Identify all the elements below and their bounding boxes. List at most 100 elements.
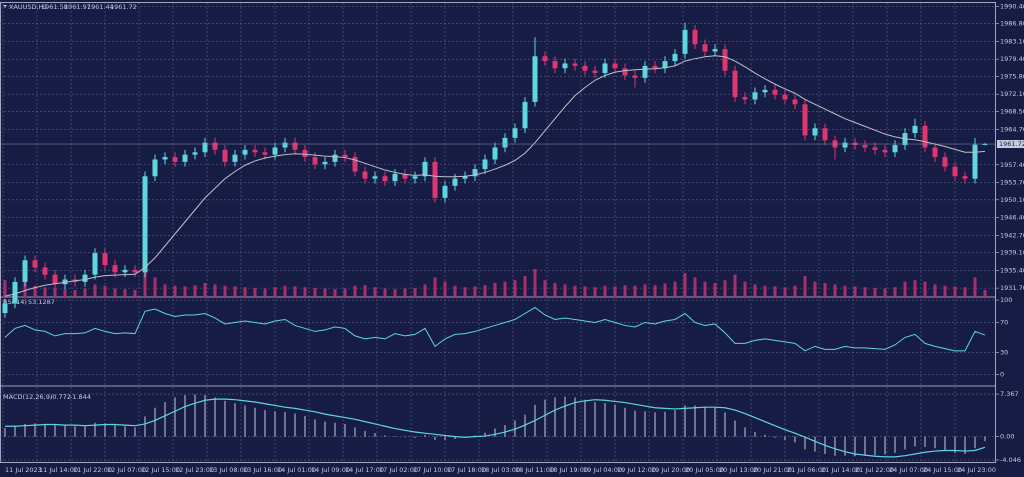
volume-bar xyxy=(113,288,117,297)
volume-bar xyxy=(233,286,237,297)
candle-body xyxy=(622,68,628,76)
volume-bar xyxy=(563,284,567,297)
volume-bar xyxy=(383,288,387,297)
candle-body xyxy=(732,70,738,98)
candle-body xyxy=(492,147,498,160)
x-tick-label: 18 Jul 03:00 xyxy=(481,466,520,474)
volume-bar xyxy=(513,280,517,297)
volume-bar xyxy=(433,277,437,297)
volume-bar xyxy=(453,285,457,297)
macd-signal-value: -1.844 xyxy=(70,393,91,401)
volume-bar xyxy=(23,281,27,297)
x-tick-label: 21 Jul 22:00 xyxy=(855,466,894,474)
volume-bar xyxy=(963,287,967,297)
volume-bar xyxy=(943,285,947,297)
volume-bar xyxy=(803,276,807,297)
candle-body xyxy=(612,63,618,69)
candle-body xyxy=(842,142,848,148)
volume-bar xyxy=(733,274,737,297)
current-price: 1961.72 xyxy=(999,140,1024,148)
volume-bar xyxy=(503,281,507,297)
y-tick-label: 0.00 xyxy=(1000,433,1014,441)
volume-bar xyxy=(643,284,647,297)
x-tick-label: 21 Jul 06:00 xyxy=(787,466,826,474)
x-tick-label: 14 Jul 17:00 xyxy=(345,466,384,474)
candle-body xyxy=(302,149,308,158)
ohlc-open: 1961.58 xyxy=(41,3,68,11)
y-tick-label: 1957.40 xyxy=(1000,161,1024,169)
x-tick-label: 19 Jul 04:00 xyxy=(583,466,622,474)
volume-bar xyxy=(813,281,817,297)
candle-body xyxy=(682,29,688,54)
y-tick-label: 1964.70 xyxy=(1000,126,1024,134)
volume-bar xyxy=(543,280,547,297)
volume-bar xyxy=(73,290,77,297)
candle-body xyxy=(582,65,588,71)
chart-frame xyxy=(0,2,996,463)
volume-bar xyxy=(63,289,67,297)
candle-body xyxy=(802,104,808,136)
volume-bar xyxy=(853,286,857,297)
candle-body xyxy=(722,49,728,71)
volume-bar xyxy=(153,277,157,297)
candle-body xyxy=(482,159,488,170)
candle-body xyxy=(272,147,278,155)
candle-body xyxy=(312,157,318,165)
candle-body xyxy=(752,92,758,100)
candle-body xyxy=(102,253,108,266)
x-tick-label: 12 Jul 15:00 xyxy=(141,466,180,474)
candle-body xyxy=(952,166,958,177)
volume-bar xyxy=(33,285,37,297)
candle-body xyxy=(462,176,468,179)
candle-body xyxy=(912,125,918,134)
x-tick-label: 24 Jul 07:00 xyxy=(889,466,928,474)
volume-bar xyxy=(403,288,407,297)
x-tick-label: 11 Jul 14:00 xyxy=(39,466,78,474)
x-tick-label: 21 Jul 14:00 xyxy=(821,466,860,474)
candle-body xyxy=(142,176,148,273)
candle-body xyxy=(652,65,658,69)
y-tick-label: 1968.50 xyxy=(1000,107,1024,115)
candle-body xyxy=(592,70,598,74)
candle-body xyxy=(522,101,528,129)
volume-bar xyxy=(553,283,557,297)
volume-bar xyxy=(473,286,477,297)
volume-bar xyxy=(953,286,957,297)
candle-body xyxy=(572,63,578,66)
candle-body xyxy=(162,157,168,160)
volume-bar xyxy=(173,285,177,297)
volume-bar xyxy=(163,284,167,297)
candle-body xyxy=(662,61,668,69)
candle-body xyxy=(332,154,338,162)
volume-bar xyxy=(703,281,707,297)
candle-body xyxy=(532,56,538,102)
volume-bar xyxy=(623,285,627,297)
volume-bar xyxy=(483,285,487,297)
candle-body xyxy=(822,128,828,141)
volume-bar xyxy=(533,269,537,297)
candle-body xyxy=(352,157,358,172)
volume-bar xyxy=(603,285,607,297)
volume-bar xyxy=(613,286,617,297)
candle-body xyxy=(202,142,208,153)
y-tick-label: 30 xyxy=(1000,348,1008,356)
volume-bar xyxy=(313,288,317,297)
volume-bar xyxy=(653,285,657,297)
volume-bar xyxy=(83,288,87,297)
y-tick-label: 1986.80 xyxy=(1000,20,1024,28)
candle-body xyxy=(232,154,238,162)
candle-body xyxy=(712,49,718,52)
volume-bar xyxy=(743,281,747,297)
volume-bar xyxy=(633,285,637,297)
candle-body xyxy=(342,154,348,158)
candle-body xyxy=(762,89,768,93)
ohlc-high: 1961.97 xyxy=(64,3,91,11)
volume-bar xyxy=(123,289,127,297)
volume-bar xyxy=(753,284,757,297)
x-tick-label: 12 Jul 23:00 xyxy=(175,466,214,474)
x-tick-label: 20 Jul 13:00 xyxy=(719,466,758,474)
x-tick-label: 18 Jul 19:00 xyxy=(549,466,588,474)
candle-body xyxy=(792,99,798,105)
candle-body xyxy=(972,144,978,179)
